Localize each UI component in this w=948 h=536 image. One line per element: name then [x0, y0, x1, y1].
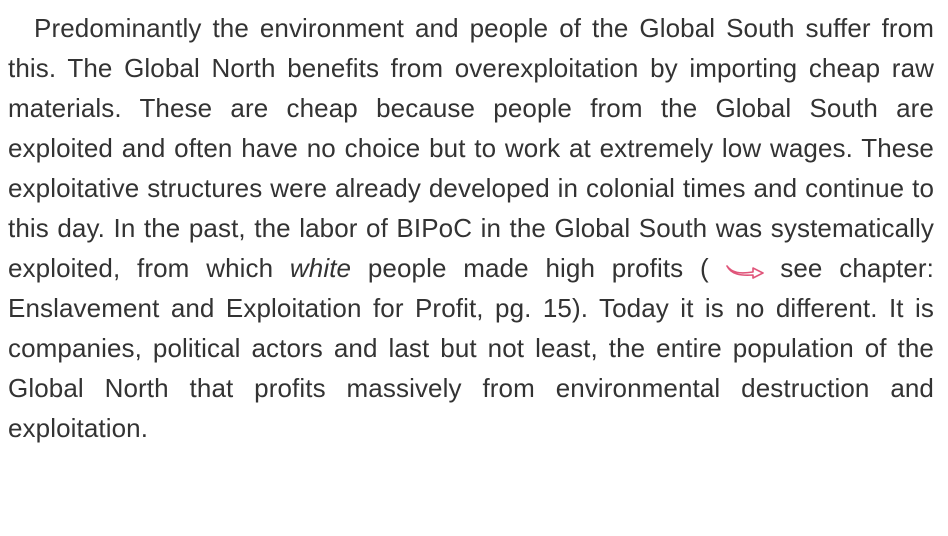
arrow-icon: [725, 265, 764, 279]
text: Predominantly the environment and people…: [8, 13, 934, 283]
text: see chapter: Enslavement and Exploitatio…: [8, 253, 934, 443]
emphasis: white: [289, 253, 352, 283]
text: people made high profits (: [351, 253, 726, 283]
paragraph: Predominantly the environment and people…: [8, 8, 934, 448]
